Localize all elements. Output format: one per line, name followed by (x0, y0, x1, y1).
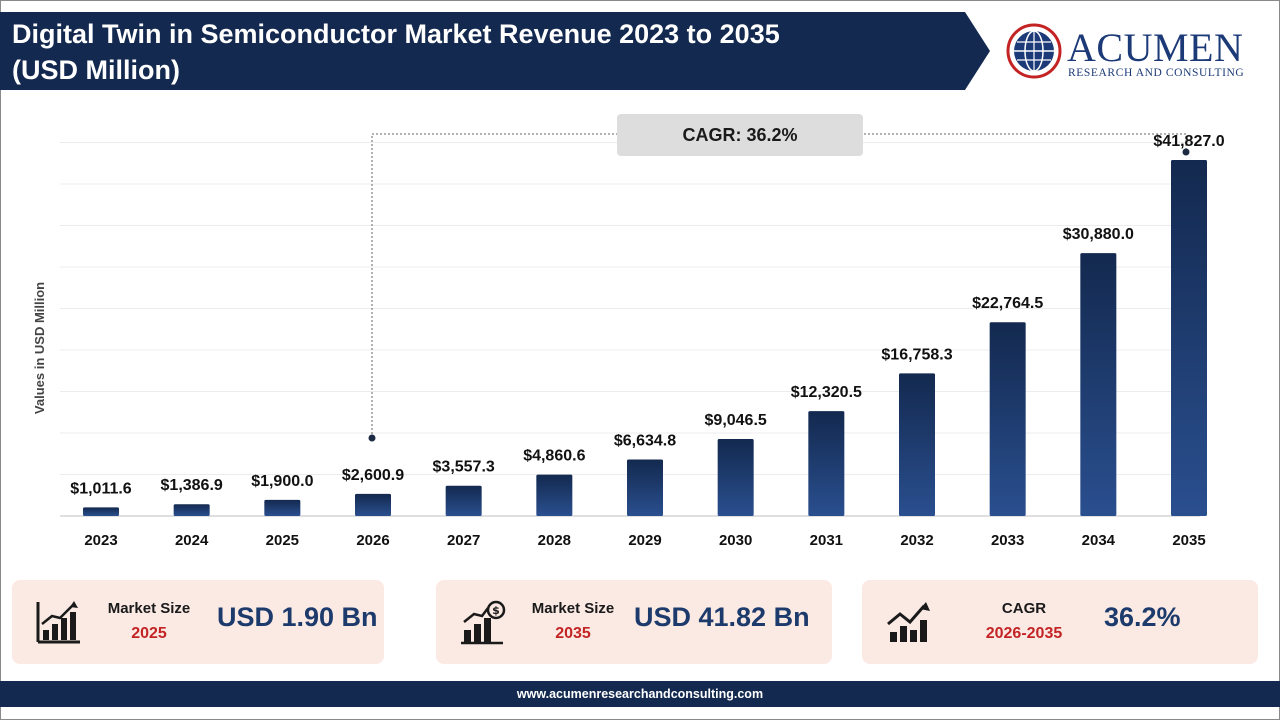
bar-2024 (173, 504, 210, 516)
value-label-2024: $1,386.9 (161, 477, 223, 494)
title-line-1: Digital Twin in Semiconductor Market Rev… (12, 19, 780, 49)
value-label-2032: $16,758.3 (881, 346, 952, 363)
bar-2028 (536, 474, 573, 516)
x-tick-2033: 2033 (991, 532, 1024, 549)
bar-2031 (808, 411, 845, 516)
footer-url[interactable]: www.acumenresearchandconsulting.com (0, 681, 1280, 707)
bars (83, 160, 1207, 517)
card-value: USD 41.82 Bn (634, 602, 810, 632)
value-label-2023: $1,011.6 (70, 480, 132, 497)
bar-2027 (445, 485, 482, 516)
card-year: 2035 (555, 625, 591, 642)
bar-2026 (355, 493, 391, 516)
market-size-2025-card: Market Size 2025 USD 1.90 Bn (12, 580, 384, 664)
x-tick-2030: 2030 (719, 532, 752, 549)
cagr-end-dot (1182, 148, 1190, 156)
cagr-bracket (371, 133, 1187, 438)
value-label-2025: $1,900.0 (251, 473, 313, 490)
card-year: 2026-2035 (985, 625, 1063, 642)
bar-2030 (717, 439, 754, 516)
x-tick-2027: 2027 (447, 532, 480, 549)
svg-text:$: $ (492, 604, 500, 617)
card-value: USD 1.90 Bn (217, 602, 378, 632)
card-label: Market Size (531, 600, 615, 617)
value-label-2033: $22,764.5 (972, 295, 1043, 312)
value-label-2035: $41,827.0 (1153, 133, 1224, 150)
x-tick-2032: 2032 (900, 532, 933, 549)
x-tick-2034: 2034 (1082, 532, 1116, 549)
chart-title: Digital Twin in Semiconductor Market Rev… (12, 16, 952, 88)
value-label-2030: $9,046.5 (705, 412, 767, 429)
value-label-2031: $12,320.5 (791, 384, 862, 401)
logo-tagline: RESEARCH AND CONSULTING (1068, 67, 1245, 79)
x-tick-labels: 2023 2024 2025 2026 2027 2028 2029 2030 2031 2032… (84, 532, 1205, 549)
title-banner (0, 12, 990, 90)
bar-2023 (83, 507, 119, 516)
acumen-logo: ACUMEN RESEARCH AND CONSULTING (1005, 22, 1265, 82)
logo-wordmark: ACUMEN (1067, 25, 1244, 70)
value-label-2034: $30,880.0 (1063, 226, 1134, 243)
title-line-2: (USD Million) (12, 55, 180, 85)
value-label-2028: $4,860.6 (523, 448, 585, 465)
cagr-label-box (617, 114, 863, 156)
card-label: CAGR (1001, 600, 1047, 617)
cagr-start-dot (368, 434, 376, 442)
x-tick-2029: 2029 (628, 532, 661, 549)
globe-logo-icon (1006, 23, 1062, 79)
trend-up-chart-icon (887, 602, 930, 642)
x-tick-2031: 2031 (810, 532, 843, 549)
value-labels: $1,011.6 $1,386.9 $1,900.0 $2,600.9 $3,557.3… (70, 133, 1224, 497)
market-size-2035-card: $ Market Size 2035 USD 41.82 Bn (436, 580, 832, 664)
x-tick-2025: 2025 (266, 532, 299, 549)
bar-2034 (1080, 253, 1117, 517)
x-tick-2035: 2035 (1172, 532, 1205, 549)
bar-2029 (627, 459, 663, 516)
cagr-label: CAGR: 36.2% (682, 125, 797, 145)
bar-chart-growth-icon (36, 601, 80, 644)
value-label-2029: $6,634.8 (614, 433, 676, 450)
card-year: 2025 (131, 625, 167, 642)
x-tick-2026: 2026 (356, 532, 389, 549)
bar-2032 (899, 373, 935, 516)
x-tick-2024: 2024 (175, 532, 209, 549)
bar-2035 (1171, 160, 1207, 517)
money-growth-chart-icon: $ (461, 600, 506, 645)
bar-2025 (264, 499, 301, 516)
bar-2033 (989, 322, 1026, 516)
cagr-card: CAGR 2026-2035 36.2% (862, 580, 1258, 664)
cagr-annotation: CAGR: 36.2% (368, 114, 1190, 442)
value-label-2027: $3,557.3 (433, 459, 495, 476)
y-axis-label: Values in USD Million (32, 282, 47, 414)
value-label-2026: $2,600.9 (342, 467, 404, 484)
x-tick-2028: 2028 (538, 532, 571, 549)
card-label: Market Size (107, 600, 191, 617)
bar-chart: Values in USD Million CAGR: 36.2% $1,011… (32, 114, 1225, 549)
card-value: 36.2% (1104, 602, 1181, 632)
x-tick-2023: 2023 (84, 532, 117, 549)
